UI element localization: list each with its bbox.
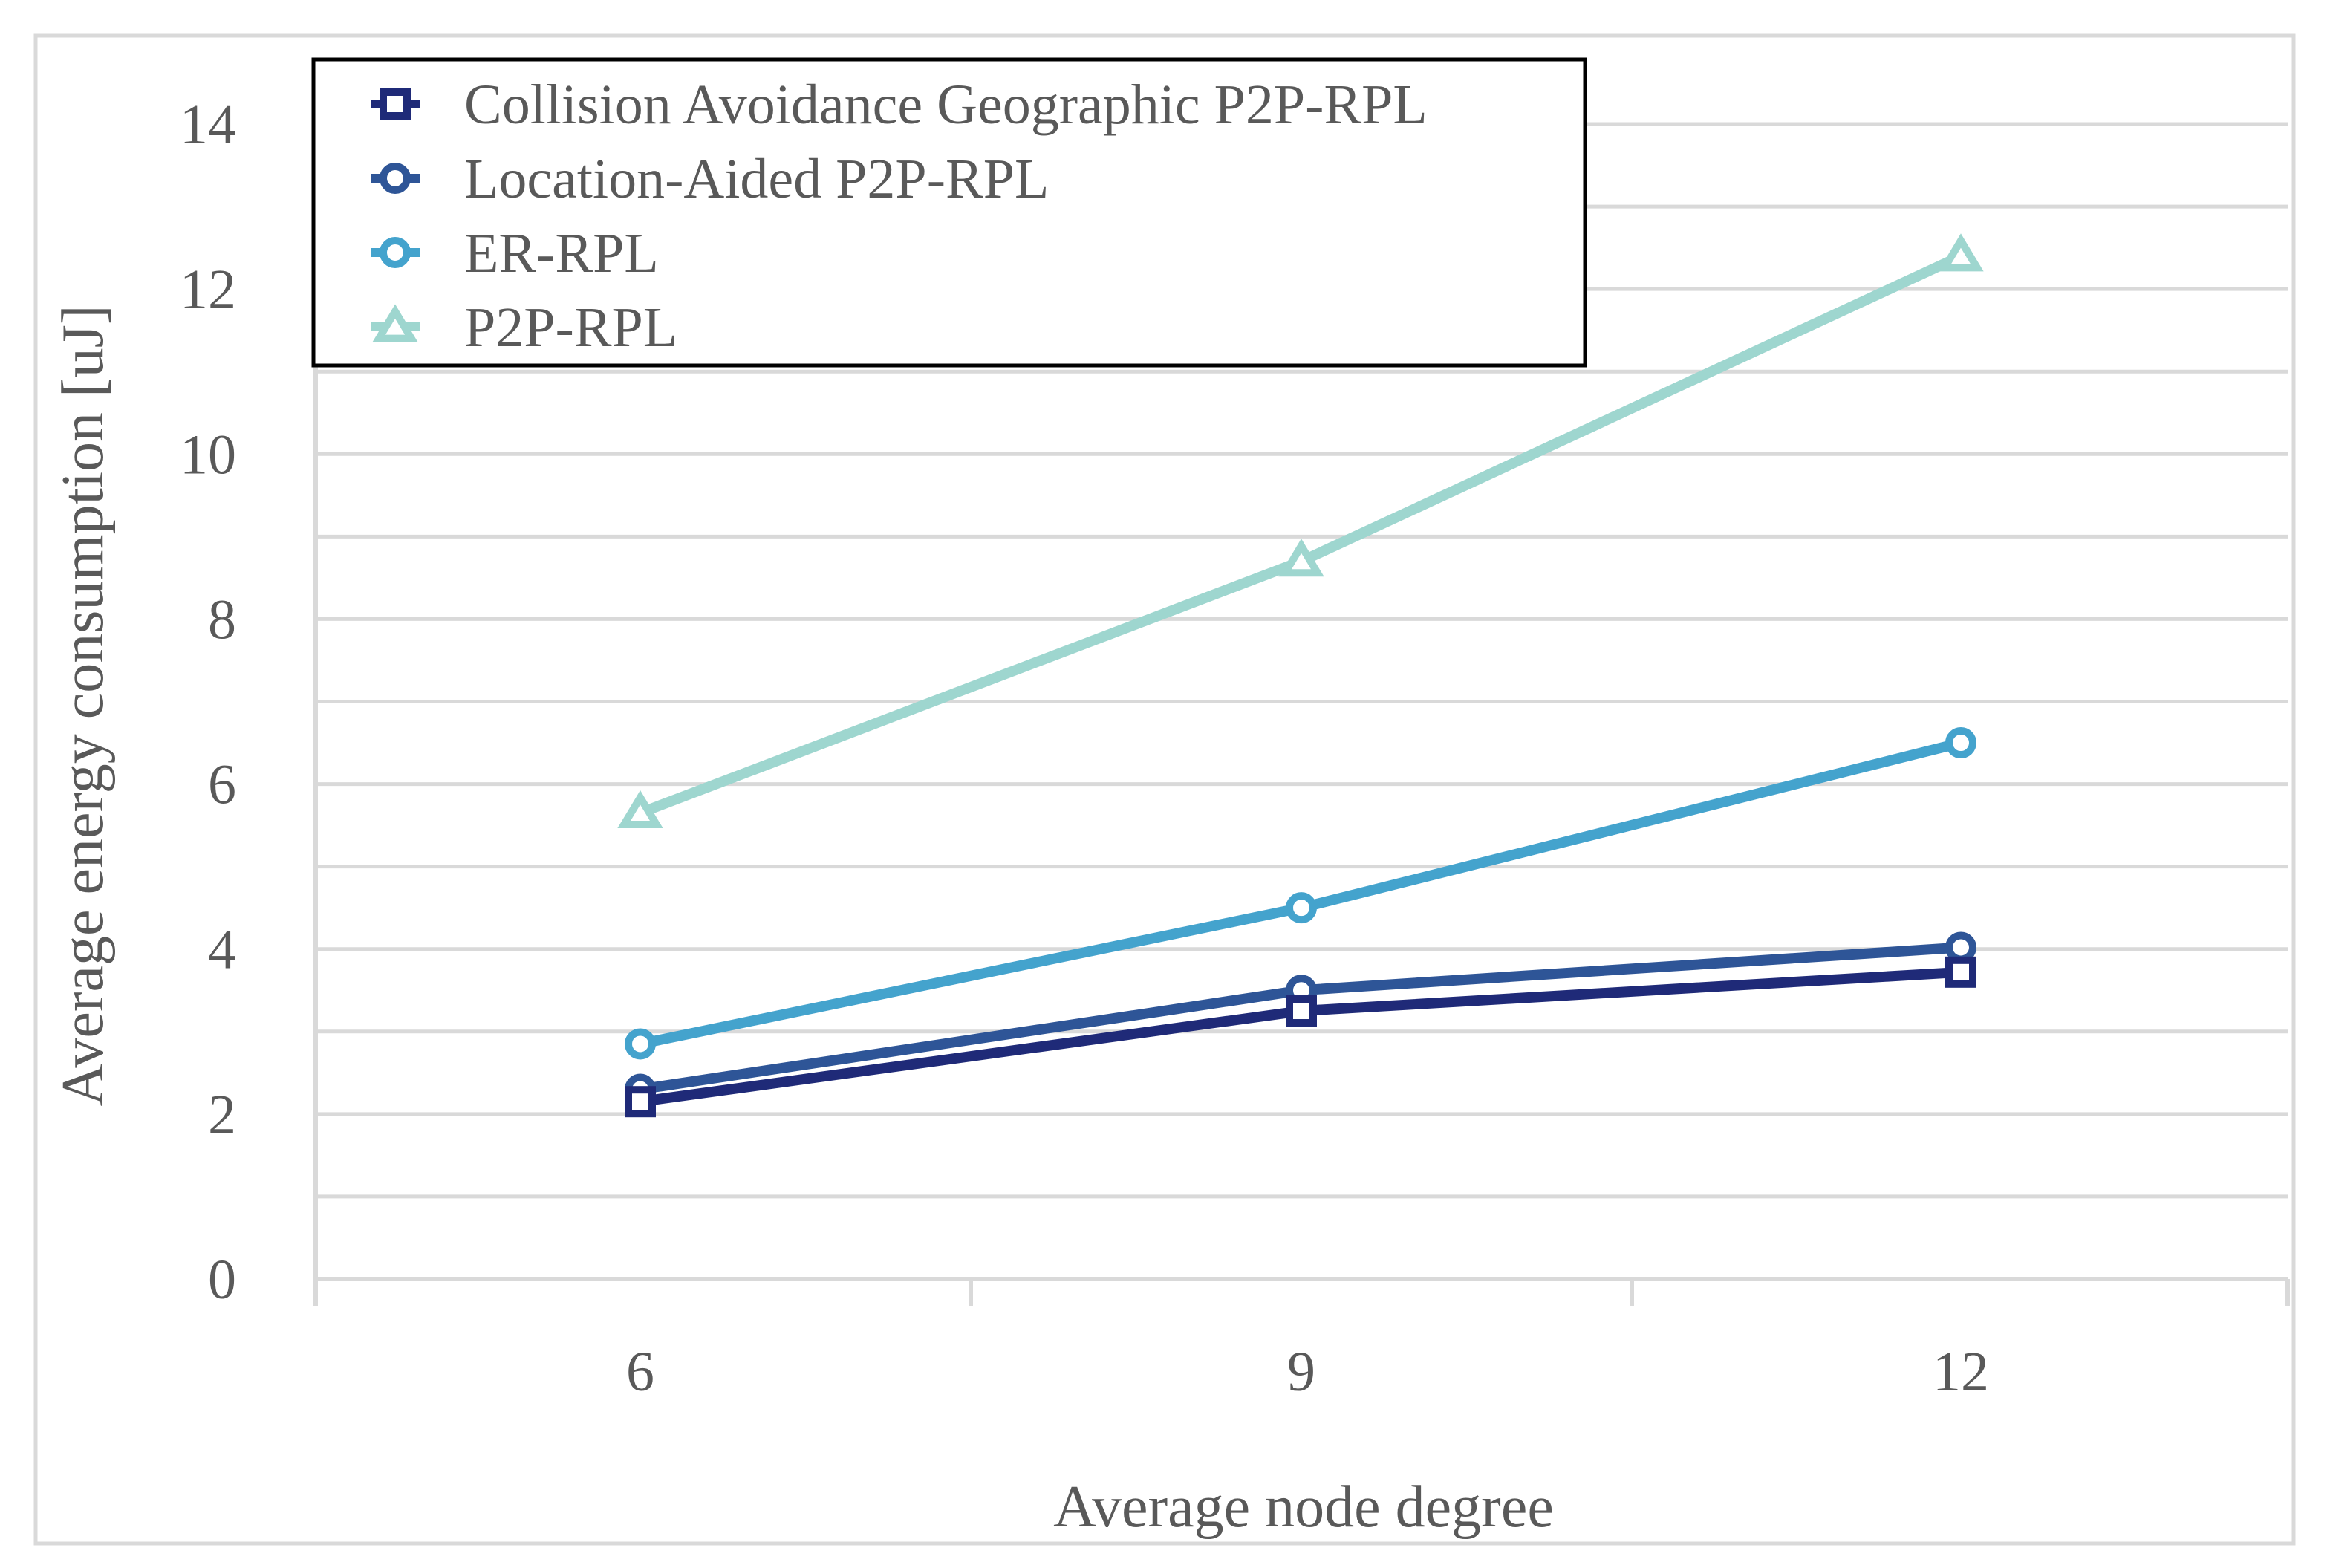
legend-entry: Location-Aided P2P-RPL [371,148,1049,210]
data-point-marker [1938,233,1984,272]
data-point-marker [625,1028,656,1060]
y-tick-labels: 0 2 4 6 8 10 12 14 [180,94,236,1311]
legend-label: P2P-RPL [464,296,677,359]
data-point-marker [1286,892,1317,924]
legend-entry: P2P-RPL [371,296,677,359]
y-tick-label: 6 [208,754,236,816]
x-tick-label: 6 [626,1341,654,1403]
legend-box [311,57,1587,368]
y-tick-label: 10 [180,423,236,486]
y-tick-label: 12 [180,258,236,321]
data-point-marker [380,163,411,194]
y-axis-title: Average energy consumption [uJ] [51,305,116,1107]
series-4 [617,233,1984,829]
data-point-marker [1945,931,1976,963]
y-tick-label: 0 [208,1249,236,1311]
data-point-marker [1286,995,1317,1027]
legend-label: Collision Avoidance Geographic P2P-RPL [464,74,1428,136]
x-tick-label: 9 [1287,1341,1315,1403]
legend-entry: Collision Avoidance Geographic P2P-RPL [371,74,1428,136]
data-point-marker [617,790,663,829]
data-point-marker [380,237,411,268]
data-point-marker [1945,727,1976,759]
x-tick-label: 12 [1933,1341,1989,1403]
x-tick-labels: 6 9 12 [626,1341,1989,1403]
legend-label: ER-RPL [464,222,659,284]
series-1 [625,956,1976,1118]
series-3 [625,727,1976,1060]
y-tick-label: 2 [208,1084,236,1146]
y-tick-label: 14 [180,94,236,156]
legend-label: Location-Aided P2P-RPL [464,148,1049,210]
data-point-marker [380,88,411,120]
legend-entry: ER-RPL [371,222,659,284]
y-tick-label: 4 [208,919,236,981]
y-tick-label: 8 [208,588,236,651]
data-point-marker [1945,956,1976,988]
data-point-marker [1278,539,1324,577]
data-point-marker [625,1086,656,1118]
legend: Collision Avoidance Geographic P2P-RPL Lo… [311,57,1587,368]
series-layer [617,233,1984,1118]
data-point-marker [372,304,418,342]
x-axis-title: Average node degree [1053,1474,1554,1540]
